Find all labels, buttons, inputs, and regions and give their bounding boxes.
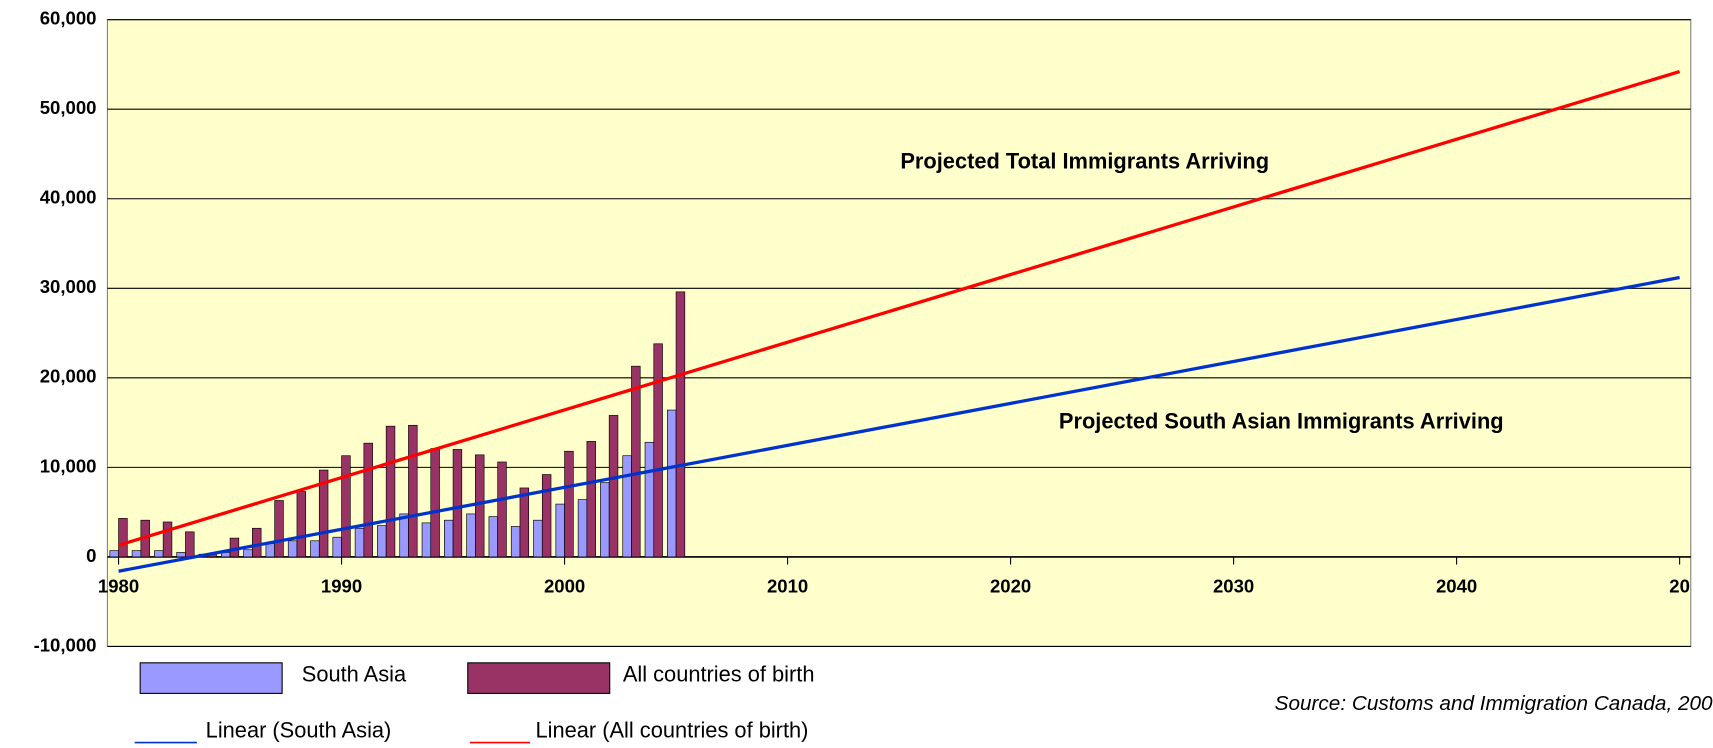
bar xyxy=(497,461,507,558)
bar xyxy=(577,499,588,558)
bar xyxy=(162,521,173,558)
source-note: Source: Customs and Immigration Canada, … xyxy=(1275,692,1713,715)
bar xyxy=(408,424,418,558)
bar xyxy=(564,450,574,558)
bar xyxy=(399,513,409,558)
bar xyxy=(444,519,454,558)
trend-line xyxy=(118,70,1681,547)
bar xyxy=(354,527,365,558)
x-tick-label: 20 xyxy=(1669,575,1690,596)
y-tick-label: 0 xyxy=(86,545,96,566)
bar xyxy=(653,343,663,558)
bar xyxy=(341,455,351,558)
annotation: Projected South Asian Immigrants Arrivin… xyxy=(1059,408,1504,433)
bar xyxy=(421,522,432,558)
y-tick-label: 60,000 xyxy=(40,8,97,29)
bar xyxy=(519,487,530,558)
bar xyxy=(555,503,565,558)
bar xyxy=(622,455,632,558)
bar xyxy=(131,550,142,558)
bar xyxy=(296,491,307,558)
bar xyxy=(644,441,655,558)
legend-label: Linear (South Asia) xyxy=(206,717,392,742)
y-tick-label: -10,000 xyxy=(34,634,97,655)
bar xyxy=(586,441,596,558)
legend-swatch xyxy=(139,662,283,694)
bar xyxy=(265,543,275,558)
bar xyxy=(274,500,284,558)
legend-label: South Asia xyxy=(302,662,407,687)
bar xyxy=(452,449,463,558)
bar xyxy=(176,552,186,558)
bar xyxy=(310,540,320,558)
y-tick-label: 40,000 xyxy=(40,187,97,208)
bar xyxy=(533,519,543,558)
bar xyxy=(600,482,610,558)
bar xyxy=(475,454,485,558)
bar xyxy=(332,536,342,558)
annotation: Projected Total Immigrants Arriving xyxy=(900,148,1269,173)
legend-label: All countries of birth xyxy=(623,662,815,687)
bar xyxy=(243,549,253,558)
bar xyxy=(385,425,396,558)
trend-line xyxy=(118,275,1680,573)
x-tick-label: 2030 xyxy=(1213,575,1254,596)
bar xyxy=(667,409,677,558)
y-tick-label: 10,000 xyxy=(40,455,97,476)
x-tick-label: 2020 xyxy=(990,575,1031,596)
bar xyxy=(318,469,329,558)
bar xyxy=(118,518,128,558)
x-tick-label: 2010 xyxy=(767,575,808,596)
x-tick-label: 2000 xyxy=(544,575,585,596)
bar xyxy=(510,526,521,558)
bar xyxy=(154,550,164,558)
bar xyxy=(631,365,641,558)
bar xyxy=(252,527,262,558)
bar xyxy=(466,513,476,558)
bar xyxy=(287,540,298,558)
bar xyxy=(608,415,619,558)
bar xyxy=(488,516,498,558)
bar xyxy=(430,448,440,558)
y-tick-label: 20,000 xyxy=(40,366,97,387)
bar xyxy=(109,550,119,558)
bar xyxy=(185,531,195,558)
legend-swatch xyxy=(467,662,611,694)
x-tick-label: 1990 xyxy=(321,575,362,596)
y-tick-label: 50,000 xyxy=(40,97,97,118)
bar xyxy=(363,442,373,558)
legend-label: Linear (All countries of birth) xyxy=(535,717,808,742)
y-tick-label: 30,000 xyxy=(40,276,97,297)
x-tick-label: 1980 xyxy=(98,575,139,596)
bar xyxy=(675,291,686,558)
x-tick-label: 2040 xyxy=(1436,575,1477,596)
bar xyxy=(541,474,552,558)
bar xyxy=(377,525,387,558)
